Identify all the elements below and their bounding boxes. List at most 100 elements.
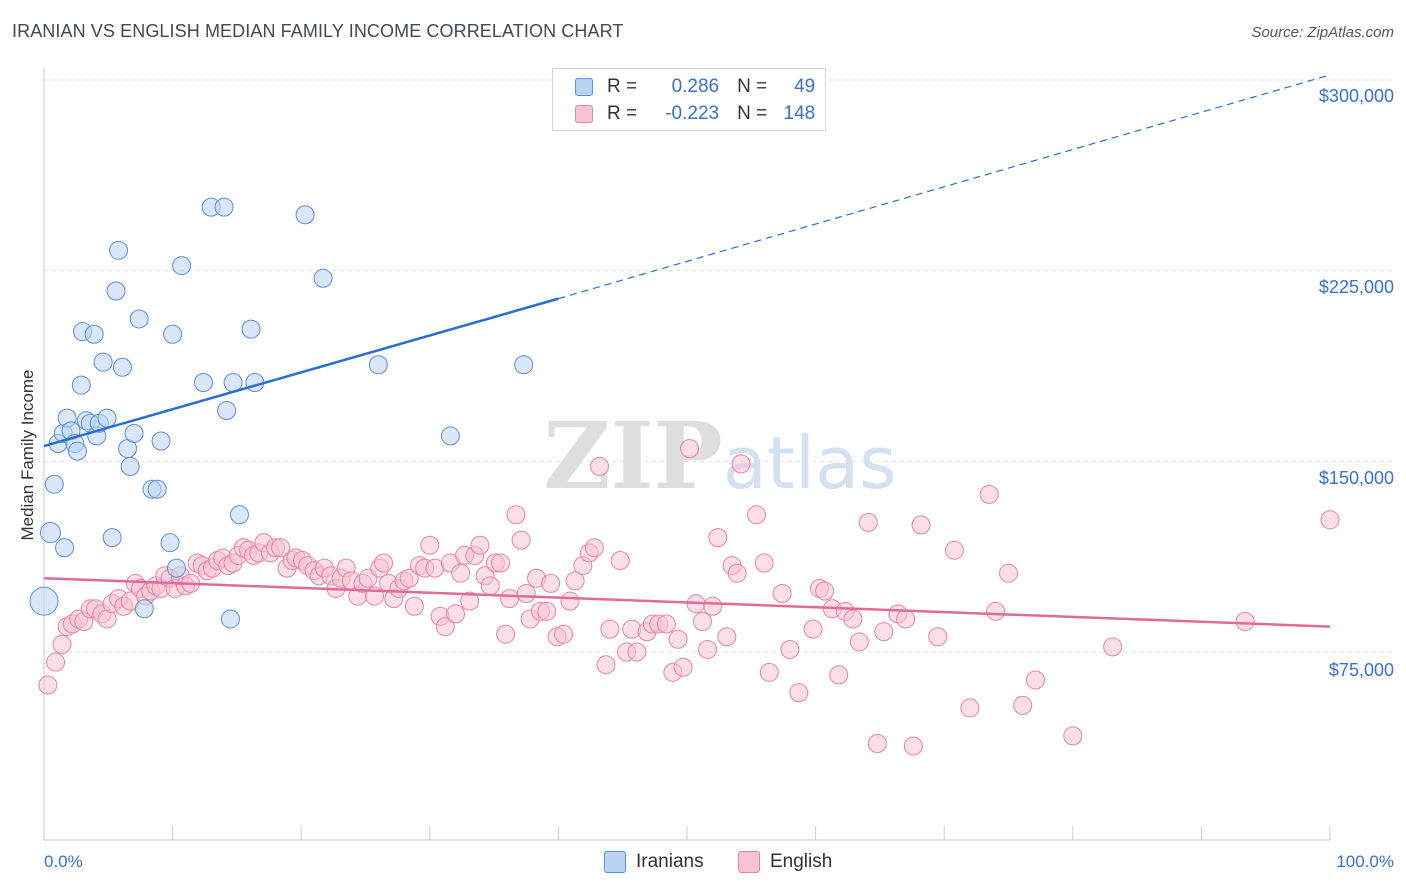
data-point bbox=[460, 591, 480, 611]
y-tick-75000: $75,000 bbox=[1328, 660, 1394, 680]
data-point bbox=[29, 586, 59, 616]
data-point bbox=[440, 426, 460, 446]
r-label: R = bbox=[607, 103, 638, 124]
data-point bbox=[874, 622, 894, 642]
data-point bbox=[229, 505, 249, 525]
data-point bbox=[166, 558, 186, 578]
y-tick-300000: $300,000 bbox=[1318, 86, 1394, 106]
data-point bbox=[829, 665, 849, 685]
watermark: ZIPatlas bbox=[543, 402, 896, 510]
r-value: 0.286 bbox=[671, 76, 720, 97]
data-point bbox=[271, 538, 291, 558]
data-point bbox=[220, 609, 240, 629]
data-point bbox=[849, 632, 869, 652]
data-point bbox=[71, 375, 91, 395]
data-point bbox=[511, 530, 531, 550]
n-label: N = bbox=[737, 103, 768, 124]
data-point bbox=[717, 627, 737, 647]
data-point bbox=[960, 698, 980, 718]
data-point bbox=[703, 596, 723, 616]
english-trend-line bbox=[43, 577, 1331, 628]
data-point bbox=[129, 309, 149, 329]
y-tick-150000: $150,000 bbox=[1318, 468, 1394, 488]
data-point bbox=[680, 439, 700, 459]
data-point bbox=[565, 571, 585, 591]
data-point bbox=[500, 589, 520, 609]
bottom-legend-english: English bbox=[738, 851, 832, 873]
iranians-swatch bbox=[575, 78, 593, 96]
x-tick-max: 100.0% bbox=[1336, 852, 1394, 871]
iranians-label: Iranians bbox=[636, 851, 704, 872]
data-point bbox=[656, 614, 676, 634]
iranians-trend-line bbox=[43, 297, 559, 448]
data-point bbox=[106, 281, 126, 301]
data-point bbox=[97, 408, 117, 428]
data-point bbox=[435, 617, 455, 637]
data-point bbox=[772, 584, 792, 604]
data-point bbox=[516, 584, 536, 604]
data-point bbox=[979, 484, 999, 504]
data-point bbox=[102, 528, 122, 548]
data-point bbox=[134, 599, 154, 619]
data-point bbox=[944, 540, 964, 560]
data-point bbox=[780, 639, 800, 659]
source-note: Source: ZipAtlas.com bbox=[1251, 24, 1394, 41]
data-point bbox=[815, 581, 835, 601]
data-point bbox=[600, 619, 620, 639]
data-point bbox=[160, 533, 180, 553]
data-point bbox=[928, 627, 948, 647]
data-point bbox=[491, 553, 511, 573]
data-point bbox=[858, 512, 878, 532]
data-point bbox=[147, 479, 167, 499]
data-point bbox=[627, 642, 647, 662]
data-point bbox=[692, 611, 712, 631]
data-point bbox=[727, 563, 747, 583]
n-label: N = bbox=[737, 76, 768, 97]
data-point bbox=[590, 456, 610, 476]
data-point bbox=[67, 441, 87, 461]
data-point bbox=[843, 609, 863, 629]
legend-row-english: R = -0.223 N = 148 bbox=[575, 102, 815, 126]
data-point bbox=[1235, 611, 1255, 631]
data-point bbox=[368, 355, 388, 375]
data-point bbox=[46, 652, 66, 672]
data-point bbox=[554, 624, 574, 644]
data-point bbox=[1320, 510, 1340, 530]
data-point bbox=[754, 553, 774, 573]
data-point bbox=[124, 423, 144, 443]
x-tick-min: 0.0% bbox=[44, 852, 83, 871]
data-point bbox=[399, 568, 419, 588]
data-point bbox=[420, 535, 440, 555]
r-label: R = bbox=[607, 76, 638, 97]
bottom-legend-iranians: Iranians bbox=[604, 851, 704, 873]
data-point bbox=[514, 355, 534, 375]
data-point bbox=[112, 357, 132, 377]
data-point bbox=[668, 629, 688, 649]
data-point bbox=[610, 550, 630, 570]
iranian-points bbox=[29, 197, 534, 629]
data-point bbox=[1063, 726, 1083, 746]
data-point bbox=[151, 431, 171, 451]
data-point bbox=[313, 268, 333, 288]
data-point bbox=[241, 319, 261, 339]
data-point bbox=[596, 655, 616, 675]
data-point bbox=[446, 604, 466, 624]
chart-title: IRANIAN VS ENGLISH MEDIAN FAMILY INCOME … bbox=[12, 21, 624, 41]
iranians-swatch bbox=[604, 851, 626, 873]
data-point bbox=[1103, 637, 1123, 657]
data-point bbox=[44, 474, 64, 494]
english-swatch bbox=[575, 105, 593, 123]
data-point bbox=[374, 553, 394, 573]
legend-row-iranians: R = 0.286 N = 49 bbox=[575, 75, 815, 99]
data-point bbox=[217, 400, 237, 420]
data-point bbox=[506, 505, 526, 525]
data-point bbox=[789, 683, 809, 703]
data-point bbox=[803, 619, 823, 639]
data-point bbox=[1013, 695, 1033, 715]
data-point bbox=[731, 454, 751, 474]
data-point bbox=[295, 205, 315, 225]
data-point bbox=[584, 538, 604, 558]
data-point bbox=[698, 639, 718, 659]
grid-lines bbox=[44, 79, 1394, 653]
trend-lines bbox=[43, 74, 1331, 628]
